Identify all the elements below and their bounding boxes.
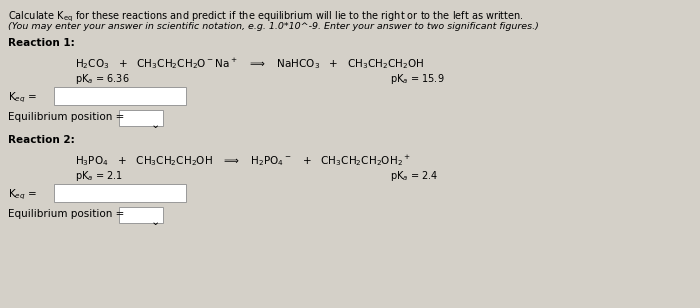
Text: pK$_a$ = 2.1: pK$_a$ = 2.1 [75,169,123,183]
Text: pK$_a$ = 2.4: pK$_a$ = 2.4 [390,169,438,183]
Text: Calculate K$_{\mathregular{eq}}$ for these reactions and predict if the equilibr: Calculate K$_{\mathregular{eq}}$ for the… [8,10,524,24]
FancyBboxPatch shape [54,184,186,202]
Text: Reaction 2:: Reaction 2: [8,135,75,145]
Text: Reaction 1:: Reaction 1: [8,38,75,48]
Text: Equilibrium position =: Equilibrium position = [8,112,125,122]
Text: pK$_a$ = 15.9: pK$_a$ = 15.9 [390,72,444,86]
FancyBboxPatch shape [119,110,163,126]
FancyBboxPatch shape [54,87,186,105]
Text: ⌄: ⌄ [150,217,160,227]
FancyBboxPatch shape [119,207,163,223]
Text: (You may enter your answer in scientific notation, e.g. 1.0*10^-9. Enter your an: (You may enter your answer in scientific… [8,22,539,31]
Text: pK$_a$ = 6.36: pK$_a$ = 6.36 [75,72,130,86]
Text: ⌄: ⌄ [150,120,160,130]
Text: H$_2$CO$_3$   +   CH$_3$CH$_2$CH$_2$O$^-$Na$^+$   $\Longrightarrow$   NaHCO$_3$ : H$_2$CO$_3$ + CH$_3$CH$_2$CH$_2$O$^-$Na$… [75,56,425,71]
Text: K$_{eq}$ =: K$_{eq}$ = [8,188,37,202]
Text: K$_{eq}$ =: K$_{eq}$ = [8,91,37,105]
Text: H$_3$PO$_4$   +   CH$_3$CH$_2$CH$_2$OH   $\Longrightarrow$   H$_2$PO$_4$$^-$   +: H$_3$PO$_4$ + CH$_3$CH$_2$CH$_2$OH $\Lon… [75,153,411,168]
Text: Equilibrium position =: Equilibrium position = [8,209,125,219]
